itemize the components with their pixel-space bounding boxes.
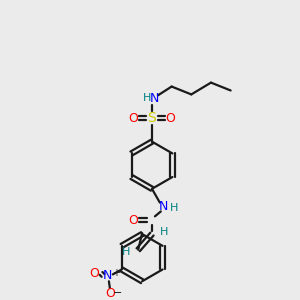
Text: H: H [122,247,130,257]
Text: S: S [148,111,156,125]
Text: O: O [89,267,99,280]
Text: O: O [128,112,138,124]
Text: O: O [128,214,138,227]
Text: N: N [103,269,112,282]
Text: O: O [166,112,176,124]
Text: −: − [113,288,122,298]
Text: H: H [169,202,178,212]
Text: O: O [105,286,115,300]
Text: H: H [143,93,151,103]
Text: +: + [112,268,120,278]
Text: N: N [150,92,160,105]
Text: N: N [159,200,169,213]
Text: H: H [160,227,168,237]
